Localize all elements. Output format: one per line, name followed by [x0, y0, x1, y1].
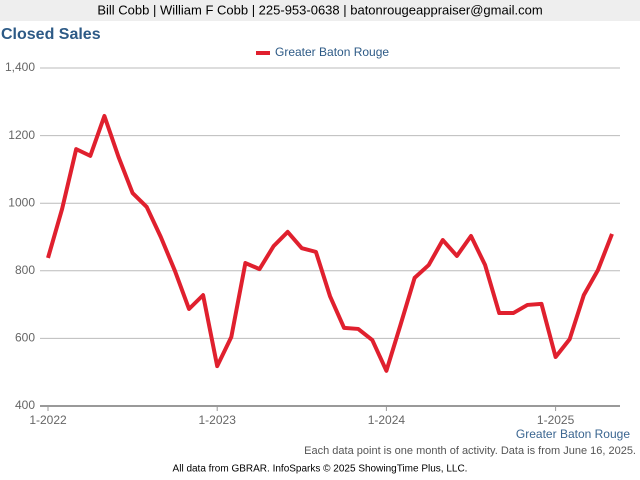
y-tick-label: 1,400: [5, 60, 35, 74]
x-tick-label: 1-2023: [199, 413, 237, 427]
y-tick-label: 600: [15, 331, 35, 345]
x-tick-label: 1-2022: [29, 413, 67, 427]
y-tick-label: 400: [15, 398, 35, 412]
chart-title: Closed Sales: [1, 26, 101, 43]
y-tick-label: 1000: [8, 195, 35, 209]
line-series: [46, 113, 614, 373]
y-tick-label: 800: [15, 263, 35, 277]
legend-label: Greater Baton Rouge: [275, 45, 389, 59]
footer: All data from GBRAR. InfoSparks © 2025 S…: [173, 464, 468, 475]
header-bar: [0, 0, 640, 21]
note: Each data point is one month of activity…: [304, 445, 636, 457]
x-tick-label: 1-2025: [537, 413, 575, 427]
y-tick-label: 1200: [8, 128, 35, 142]
x-tick-label: 1-2024: [368, 413, 406, 427]
header: Bill Cobb | William F Cobb | 225-953-063…: [97, 2, 542, 17]
x-caption: Greater Baton Rouge: [516, 427, 630, 441]
